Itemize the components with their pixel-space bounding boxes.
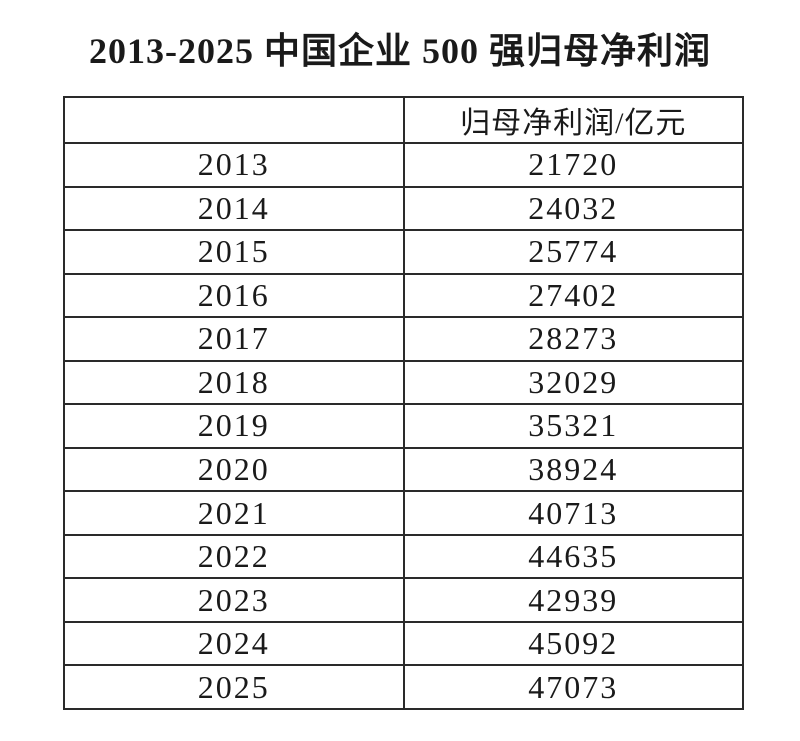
table-row: 2014 24032 [63,185,744,232]
value-cell: 21720 [402,142,744,188]
value-cell: 32029 [402,359,744,406]
table-row: 2022 44635 [63,533,744,580]
table-row: 2016 27402 [63,272,744,319]
table-row: 2021 40713 [63,490,744,536]
year-cell: 2018 [63,359,405,406]
table-row: 2024 45092 [63,620,744,667]
table-row: 2018 32029 [63,359,744,406]
year-cell: 2017 [63,316,405,362]
table-row: 2017 28273 [63,316,744,362]
value-cell: 28273 [402,316,744,362]
profit-table: 归母净利润/亿元 2013 21720 2014 24032 2015 2577… [63,96,744,710]
value-cell: 38924 [402,446,744,493]
table-row: 2013 21720 [63,142,744,188]
value-cell: 27402 [402,272,744,319]
year-cell: 2020 [63,446,405,493]
value-cell: 45092 [402,620,744,667]
year-cell: 2023 [63,577,405,623]
table-row: 2020 38924 [63,446,744,493]
value-cell: 40713 [402,490,744,536]
table-row: 2015 25774 [63,229,744,275]
value-cell: 44635 [402,533,744,580]
table-row: 2019 35321 [63,403,744,449]
table-header-row: 归母净利润/亿元 [63,96,744,144]
year-cell: 2025 [63,664,405,710]
page-title: 2013-2025 中国企业 500 强归母净利润 [89,31,711,71]
year-cell: 2021 [63,490,405,536]
year-cell: 2015 [63,229,405,275]
value-cell: 42939 [402,577,744,623]
value-cell: 47073 [402,664,744,710]
year-column-header [63,96,405,144]
year-cell: 2024 [63,620,405,667]
value-cell: 35321 [402,403,744,449]
year-cell: 2016 [63,272,405,319]
year-cell: 2019 [63,403,405,449]
profit-column-header: 归母净利润/亿元 [402,96,744,144]
value-cell: 24032 [402,185,744,232]
year-cell: 2022 [63,533,405,580]
table-row: 2023 42939 [63,577,744,623]
year-cell: 2013 [63,142,405,188]
value-cell: 25774 [402,229,744,275]
table-row: 2025 47073 [63,664,744,710]
year-cell: 2014 [63,185,405,232]
